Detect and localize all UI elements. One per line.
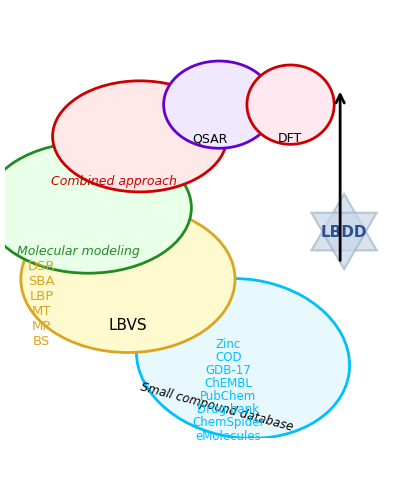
Text: MT: MT: [32, 304, 52, 317]
Text: BS: BS: [33, 335, 50, 348]
Text: SBA: SBA: [29, 274, 55, 287]
Ellipse shape: [164, 62, 275, 149]
Ellipse shape: [52, 82, 227, 192]
Text: ChemSpider: ChemSpider: [192, 416, 264, 429]
Text: GDB-17: GDB-17: [206, 363, 251, 376]
Text: LBVS: LBVS: [109, 318, 147, 333]
Text: Drug bank: Drug bank: [197, 403, 259, 416]
Ellipse shape: [21, 206, 235, 353]
Text: COD: COD: [215, 350, 241, 363]
Ellipse shape: [0, 143, 191, 274]
Polygon shape: [312, 213, 377, 270]
Text: LBDD: LBDD: [321, 225, 368, 240]
Ellipse shape: [136, 279, 349, 439]
Text: DSR: DSR: [28, 259, 56, 272]
Text: PubChem: PubChem: [200, 389, 256, 402]
Text: Zinc: Zinc: [216, 337, 241, 350]
Text: Small compound database: Small compound database: [139, 380, 295, 433]
Text: LBP: LBP: [30, 289, 54, 302]
Text: eMolecules: eMolecules: [195, 429, 261, 442]
Text: QSAR: QSAR: [193, 132, 228, 145]
Text: DFT: DFT: [278, 132, 302, 144]
Ellipse shape: [247, 66, 334, 145]
Text: Molecular modeling: Molecular modeling: [17, 245, 140, 258]
Text: MP: MP: [32, 319, 52, 332]
Polygon shape: [312, 194, 377, 251]
Text: Combined approach: Combined approach: [51, 175, 177, 188]
Text: ChEMBL: ChEMBL: [204, 376, 252, 389]
